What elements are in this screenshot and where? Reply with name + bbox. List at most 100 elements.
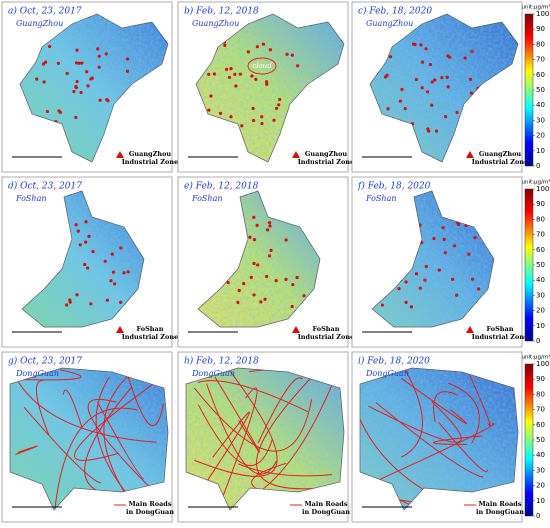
road bbox=[469, 374, 491, 427]
hotspot bbox=[75, 293, 79, 297]
city-name: DongGuan bbox=[191, 369, 235, 378]
colorbar-tick-label: 30 bbox=[536, 466, 545, 474]
city-name: FoShan bbox=[365, 194, 396, 203]
hotspot bbox=[97, 54, 101, 58]
hotspot bbox=[284, 238, 288, 242]
hotspot bbox=[90, 76, 94, 80]
legend-symbol bbox=[292, 151, 300, 158]
road bbox=[15, 445, 38, 455]
hotspot bbox=[450, 277, 455, 282]
hotspot bbox=[469, 91, 474, 95]
colorbar-tick-label: 80 bbox=[536, 215, 545, 223]
hotspot bbox=[86, 84, 90, 88]
road bbox=[194, 387, 313, 452]
panel-label: h) Feb, 12, 2018 bbox=[184, 356, 259, 367]
map-panel: a) Oct, 23, 2017GuangZhouGuangZhouIndust… bbox=[1, 1, 178, 173]
hotspot bbox=[111, 270, 116, 274]
colorbar-tick-label: 100 bbox=[536, 10, 549, 18]
hotspot bbox=[252, 238, 257, 242]
panel-label: f) Feb, 18, 2020 bbox=[357, 181, 431, 192]
hotspot bbox=[265, 82, 269, 86]
hotspot bbox=[254, 77, 258, 81]
hotspot bbox=[404, 280, 408, 284]
hotspot bbox=[452, 244, 457, 248]
hotspot bbox=[125, 69, 130, 73]
hotspot bbox=[229, 67, 233, 71]
hotspot bbox=[414, 77, 419, 82]
legend-line-1: GuangZhou bbox=[129, 150, 172, 158]
map-texture bbox=[372, 191, 494, 327]
hotspot bbox=[277, 103, 281, 107]
hotspot bbox=[413, 42, 417, 47]
hotspot bbox=[72, 89, 76, 94]
hotspot bbox=[256, 263, 260, 267]
hotspot bbox=[409, 305, 414, 309]
map-texture bbox=[22, 191, 144, 327]
legend-line-1: Main Roads bbox=[128, 500, 171, 508]
hotspot bbox=[427, 129, 431, 133]
hotspot bbox=[296, 64, 300, 68]
colorbar-tick-label: 40 bbox=[536, 276, 545, 284]
colorbar-tick-label: 60 bbox=[536, 421, 545, 429]
hotspot bbox=[78, 243, 82, 247]
hotspot bbox=[110, 252, 114, 256]
colorbar-title: unit:μg/m³ bbox=[522, 179, 550, 186]
road bbox=[368, 401, 462, 443]
hotspot bbox=[104, 52, 108, 56]
road bbox=[399, 368, 423, 458]
hotspot bbox=[448, 55, 452, 59]
colorbar-tick-label: 0 bbox=[536, 337, 540, 345]
colorbar-title: unit:μg/m³ bbox=[522, 4, 550, 11]
hotspot bbox=[263, 297, 267, 301]
colorbar-tick-label: 100 bbox=[536, 360, 549, 368]
hotspot bbox=[476, 287, 481, 291]
city-name: GuangZhou bbox=[16, 19, 63, 28]
colorbar-tick-label: 100 bbox=[536, 185, 549, 193]
hotspot bbox=[251, 106, 255, 111]
hotspot bbox=[252, 261, 256, 266]
hotspot bbox=[265, 228, 270, 232]
road bbox=[13, 369, 82, 381]
road bbox=[197, 404, 273, 467]
panel-label: a) Oct, 23, 2017 bbox=[8, 6, 82, 17]
hotspot bbox=[442, 237, 446, 241]
hotspot bbox=[75, 79, 79, 84]
legend-line-2: Industrial Zone bbox=[472, 333, 528, 341]
hotspot bbox=[250, 74, 254, 78]
hotspot bbox=[290, 304, 294, 309]
colorbar-tick-label: 0 bbox=[536, 162, 540, 170]
hotspot bbox=[284, 277, 288, 281]
road bbox=[197, 380, 309, 413]
road bbox=[194, 368, 278, 477]
hotspot bbox=[252, 118, 256, 123]
hotspot bbox=[227, 75, 232, 80]
road bbox=[206, 383, 277, 475]
hotspot bbox=[473, 235, 477, 240]
legend-line-2: in DongGuan bbox=[302, 508, 350, 516]
panel-label: g) Oct, 23, 2017 bbox=[8, 356, 82, 367]
road bbox=[448, 382, 480, 444]
hotspot bbox=[388, 55, 393, 59]
hotspot bbox=[424, 264, 428, 269]
hotspot bbox=[290, 53, 294, 57]
hotspot bbox=[96, 47, 100, 51]
hotspot bbox=[259, 300, 263, 304]
hotspot bbox=[470, 277, 475, 281]
hotspot bbox=[414, 272, 419, 276]
hotspots bbox=[383, 42, 481, 133]
hotspot bbox=[76, 229, 80, 233]
hotspot bbox=[400, 87, 404, 92]
map-texture bbox=[196, 14, 344, 162]
colorbar-tick-label: 60 bbox=[536, 246, 545, 254]
hotspot bbox=[248, 235, 252, 239]
hotspot bbox=[126, 270, 130, 274]
hotspot bbox=[463, 56, 467, 60]
hotspot bbox=[97, 65, 101, 69]
road bbox=[74, 371, 168, 461]
legend-line-2: Industrial Zone bbox=[122, 158, 178, 166]
hotspot bbox=[418, 286, 422, 290]
road bbox=[401, 378, 467, 425]
